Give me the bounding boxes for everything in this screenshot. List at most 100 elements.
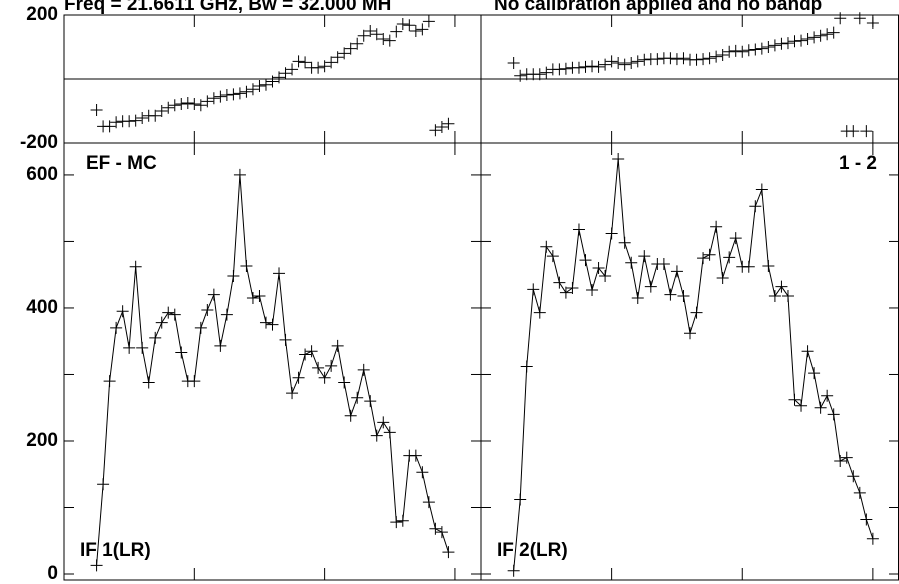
- amplitude-point: [286, 387, 299, 400]
- phase-point: [723, 45, 736, 58]
- phase-point: [625, 57, 638, 69]
- phase-point: [736, 45, 749, 58]
- amplitude-point: [305, 345, 318, 358]
- amplitude-point: [188, 375, 201, 388]
- phase-point: [338, 47, 351, 60]
- amplitude-point: [638, 250, 651, 263]
- amplitude-point: [90, 559, 103, 572]
- phase-point: [533, 68, 546, 81]
- y-tick-label: 0: [47, 563, 58, 584]
- amplitude-point: [364, 395, 377, 408]
- spectrum-line: [513, 158, 874, 571]
- amplitude-point: [572, 223, 585, 236]
- amplitude-point: [670, 265, 683, 278]
- amplitude-point: [233, 168, 246, 181]
- chart-title: No calibration applied and no bandp: [494, 0, 822, 15]
- amplitude-point: [253, 289, 266, 302]
- amplitude-point: [540, 240, 553, 253]
- amplitude-point: [292, 371, 305, 384]
- phase-point: [103, 120, 116, 133]
- phase-point: [149, 109, 162, 122]
- amplitude-point: [801, 345, 814, 358]
- amplitude-point: [396, 514, 409, 527]
- phase-point: [605, 55, 618, 68]
- phase-point: [690, 53, 703, 66]
- phase-point: [703, 52, 716, 65]
- amplitude-point: [827, 408, 840, 421]
- y-tick-label: 400: [26, 297, 58, 318]
- amplitude-point: [566, 282, 579, 295]
- phase-point: [540, 66, 553, 79]
- phase-point: [631, 55, 644, 68]
- amplitude-point: [351, 391, 364, 404]
- amplitude-point: [312, 361, 325, 374]
- amplitude-point: [599, 270, 612, 283]
- amplitude-point: [266, 318, 279, 331]
- amplitude-point: [279, 333, 292, 346]
- amplitude-point: [129, 260, 142, 273]
- y-tick-label: 200: [26, 4, 58, 25]
- amplitude-point: [136, 341, 149, 354]
- amplitude-point: [194, 321, 207, 334]
- phase-point: [755, 42, 768, 55]
- phase-point: [586, 60, 599, 73]
- phase-point: [795, 34, 808, 47]
- amplitude-point: [697, 252, 710, 265]
- phase-point: [834, 12, 847, 25]
- amplitude-point: [631, 291, 644, 304]
- phase-point: [553, 63, 566, 76]
- amplitude-point: [618, 236, 631, 249]
- amplitude-point: [768, 289, 781, 302]
- amplitude-point: [677, 289, 690, 302]
- phase-point: [129, 114, 142, 127]
- phase-point: [670, 53, 683, 66]
- amplitude-point: [788, 393, 801, 406]
- amplitude-point: [175, 346, 188, 359]
- phase-point: [136, 112, 149, 125]
- phase-point: [214, 90, 227, 103]
- y-tick-label: 200: [26, 430, 58, 451]
- phase-point: [599, 58, 612, 71]
- phase-point: [422, 15, 435, 28]
- amplitude-point: [103, 375, 116, 388]
- panel-frame: [480, 142, 899, 581]
- amplitude-point: [168, 308, 181, 321]
- amplitude-point: [377, 416, 390, 429]
- phase-point: [194, 99, 207, 112]
- amplitude-point: [123, 341, 136, 354]
- amplitude-point: [840, 451, 853, 464]
- amplitude-point: [520, 360, 533, 373]
- amplitude-point: [742, 260, 755, 273]
- amplitude-point: [162, 306, 175, 319]
- phase-point: [775, 37, 788, 50]
- phase-point: [201, 95, 214, 108]
- phase-point: [175, 97, 188, 110]
- amplitude-point: [429, 522, 442, 535]
- phase-point: [390, 25, 403, 38]
- amplitude-point: [775, 280, 788, 293]
- y-tick-label: 600: [26, 164, 58, 185]
- phase-point: [442, 117, 455, 130]
- phase-point: [814, 29, 827, 42]
- amplitude-point: [409, 449, 422, 462]
- phase-point: [559, 62, 572, 75]
- phase-point: [370, 28, 383, 41]
- amplitude-point: [214, 339, 227, 352]
- phase-point: [514, 69, 527, 82]
- amplitude-point: [860, 513, 873, 526]
- amplitude-point: [155, 316, 168, 329]
- amplitude-point: [755, 183, 768, 196]
- phase-point: [207, 92, 220, 105]
- phase-point: [638, 53, 651, 66]
- phase-point: [227, 88, 240, 101]
- amplitude-point: [201, 303, 214, 316]
- phase-point: [808, 31, 821, 44]
- phase-point: [409, 25, 422, 37]
- amplitude-point: [325, 359, 338, 372]
- phase-point: [318, 60, 331, 73]
- phase-point: [788, 35, 801, 48]
- phase-point: [572, 61, 585, 74]
- phase-point: [416, 23, 429, 36]
- amplitude-point: [142, 376, 155, 389]
